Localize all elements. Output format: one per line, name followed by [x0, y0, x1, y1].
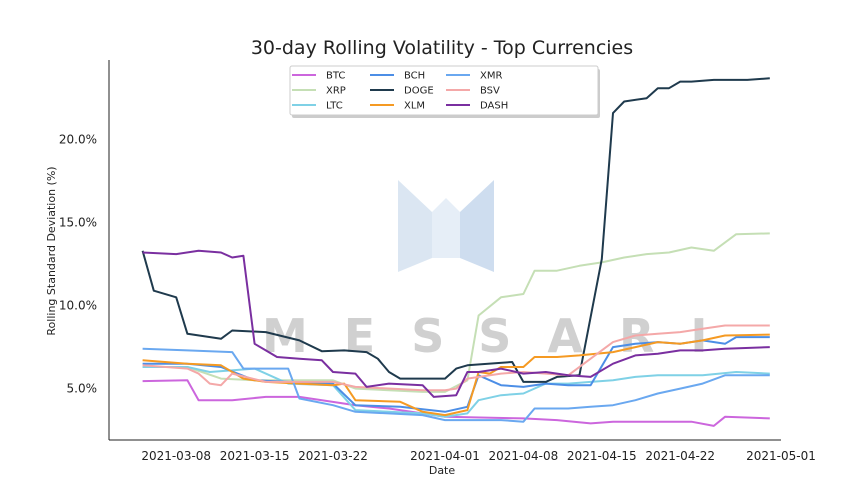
- legend-label: BTC: [326, 71, 345, 82]
- legend-label: XRP: [326, 86, 346, 97]
- legend-box: [289, 65, 599, 116]
- y-ticks: 5.0% 10.0% 15.0% 20.0%: [59, 133, 97, 396]
- legend-label: BCH: [404, 71, 425, 82]
- legend-item-xlm: XLM: [370, 101, 425, 112]
- legend-item-xmr: XMR: [446, 71, 502, 82]
- legend-items: BTC XRP LTC BCH DOGE XLM XMR BSV DASH: [292, 71, 508, 112]
- x-tick-label: 2021-03-22: [298, 449, 368, 463]
- series-line-dash: [142, 249, 770, 398]
- legend-label: XLM: [404, 101, 425, 112]
- y-tick-label: 20.0%: [59, 133, 97, 147]
- legend-item-xrp: XRP: [292, 86, 346, 97]
- x-tick-label: 2021-04-22: [645, 449, 715, 463]
- x-ticks: 2021-03-08 2021-03-15 2021-03-22 2021-04-01…: [141, 449, 816, 463]
- legend-item-bch: BCH: [370, 71, 425, 82]
- series-line-xmr: [142, 347, 770, 423]
- legend-label: BSV: [480, 86, 500, 97]
- legend-item-dash: DASH: [446, 101, 508, 112]
- x-axis-label: Date: [429, 464, 456, 477]
- y-tick-label: 15.0%: [59, 216, 97, 230]
- chart-title: 30-day Rolling Volatility - Top Currenci…: [251, 37, 633, 59]
- legend-label: LTC: [326, 101, 343, 112]
- legend-label: XMR: [480, 71, 502, 82]
- x-tick-label: 2021-04-08: [489, 449, 559, 463]
- legend-item-ltc: LTC: [292, 101, 343, 112]
- legend-item-bsv: BSV: [446, 86, 500, 97]
- x-tick-label: 2021-05-01: [746, 449, 816, 463]
- x-tick-label: 2021-04-15: [567, 449, 637, 463]
- legend-item-doge: DOGE: [370, 86, 434, 97]
- x-tick-label: 2021-04-01: [410, 449, 480, 463]
- y-tick-label: 10.0%: [59, 299, 97, 313]
- series-line-ltc: [142, 366, 770, 418]
- x-tick-label: 2021-03-15: [220, 449, 290, 463]
- legend-item-btc: BTC: [292, 71, 345, 82]
- y-tick-label: 5.0%: [67, 382, 98, 396]
- series-line-btc: [142, 379, 770, 427]
- legend-label: DOGE: [404, 86, 434, 97]
- series-line-doge: [141, 77, 770, 383]
- series-line-bsv: [142, 324, 770, 392]
- watermark-logo-icon: [398, 180, 494, 272]
- watermark-text: MESSARI: [262, 309, 744, 363]
- series-lines: [141, 77, 770, 427]
- y-axis-label: Rolling Standard Deviation (%): [45, 166, 58, 335]
- legend-label: DASH: [480, 101, 508, 112]
- legend: BTC XRP LTC BCH DOGE XLM XMR BSV DASH: [289, 65, 600, 118]
- x-tick-label: 2021-03-08: [141, 449, 211, 463]
